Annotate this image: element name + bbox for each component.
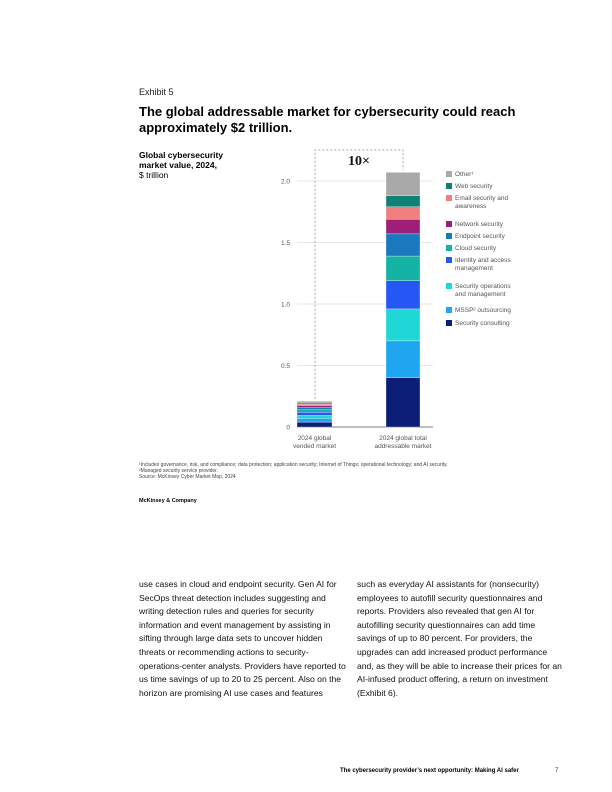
bar-segment <box>385 233 421 257</box>
multiplier-label: 10× <box>348 154 370 169</box>
bar-segment <box>385 377 421 428</box>
y-tick-label: 0 <box>286 425 290 432</box>
legend-swatch <box>446 221 452 227</box>
legend-swatch <box>446 183 452 189</box>
bar-segment <box>385 206 421 220</box>
y-tick-label: 1.5 <box>281 240 290 247</box>
footnotes: ¹Includes governance, risk, and complian… <box>139 462 559 481</box>
bar-segment <box>296 412 333 416</box>
legend-label: Identity and access <box>455 257 511 264</box>
legend-label: awareness <box>455 203 487 210</box>
body-column-left: use cases in cloud and endpoint security… <box>139 579 346 698</box>
x-category-label: 2024 global total <box>379 435 427 442</box>
legend-swatch <box>446 307 452 313</box>
x-category-label: 2024 global <box>298 435 332 442</box>
x-category-label: addressable market <box>374 443 431 450</box>
legend-swatch <box>446 257 452 263</box>
bar-segment <box>385 308 421 342</box>
legend-swatch <box>446 320 452 326</box>
bar-segment <box>296 409 333 413</box>
running-footer: The cybersecurity provider’s next opport… <box>340 768 519 774</box>
y-tick-label: 1.0 <box>281 302 290 309</box>
legend-swatch <box>446 195 452 201</box>
y-tick-label: 0.5 <box>281 363 290 370</box>
legend-label: Security operations <box>455 283 511 290</box>
legend-label: management <box>455 265 493 272</box>
bar-segment <box>296 402 333 405</box>
x-category-label: vended market <box>293 443 336 450</box>
bar-segment <box>385 195 421 207</box>
chart-title: Global cybersecurity market value, 2024,… <box>139 150 239 180</box>
legend-label: and management <box>455 291 506 298</box>
bar-segment <box>296 418 333 423</box>
multiplier-bracket <box>314 149 404 399</box>
bar-segment <box>296 401 333 404</box>
bar-segment <box>385 218 421 235</box>
legend-label: Network security <box>455 221 504 228</box>
legend-label: Security consulting <box>455 320 510 327</box>
bar-segment <box>385 255 421 281</box>
legend-swatch <box>446 233 452 239</box>
footnote-1: ¹Includes governance, risk, and complian… <box>139 462 448 468</box>
body-column-right: such as everyday AI assistants for (nons… <box>357 579 562 698</box>
bar-segment <box>385 172 421 196</box>
bar-segment <box>296 421 333 428</box>
legend-label: Web security <box>455 183 493 190</box>
legend-swatch <box>446 245 452 251</box>
legend-label: MSSP² outsourcing <box>455 307 511 314</box>
legend-swatch <box>446 171 452 177</box>
bar-segment <box>296 404 333 406</box>
y-tick-label: 2.0 <box>281 179 290 186</box>
footnote-2: ²Managed security service provider. <box>139 468 218 475</box>
chart-title-unit: $ trillion <box>139 170 169 180</box>
exhibit-title: The global addressable market for cybers… <box>139 104 516 135</box>
chart-title-main: Global cybersecurity market value, 2024, <box>139 150 224 170</box>
bar-segment <box>296 415 333 419</box>
legend-label: Cloud security <box>455 245 497 252</box>
bar-segment <box>296 407 333 410</box>
brand-credit: McKinsey & Company <box>139 498 197 504</box>
bar-segment <box>385 280 421 310</box>
legend-label: Other¹ <box>455 171 474 178</box>
page-number: 7 <box>555 768 559 774</box>
footnote-source: Source: McKinsey Cyber Market Map, 2024 <box>139 474 236 481</box>
legend-label: Email security and <box>455 195 508 202</box>
legend-label: Endpoint security <box>455 233 506 240</box>
bar-segment <box>296 405 333 408</box>
legend-swatch <box>446 283 452 289</box>
exhibit-label: Exhibit 5 <box>139 87 174 97</box>
bar-segment <box>385 340 421 378</box>
